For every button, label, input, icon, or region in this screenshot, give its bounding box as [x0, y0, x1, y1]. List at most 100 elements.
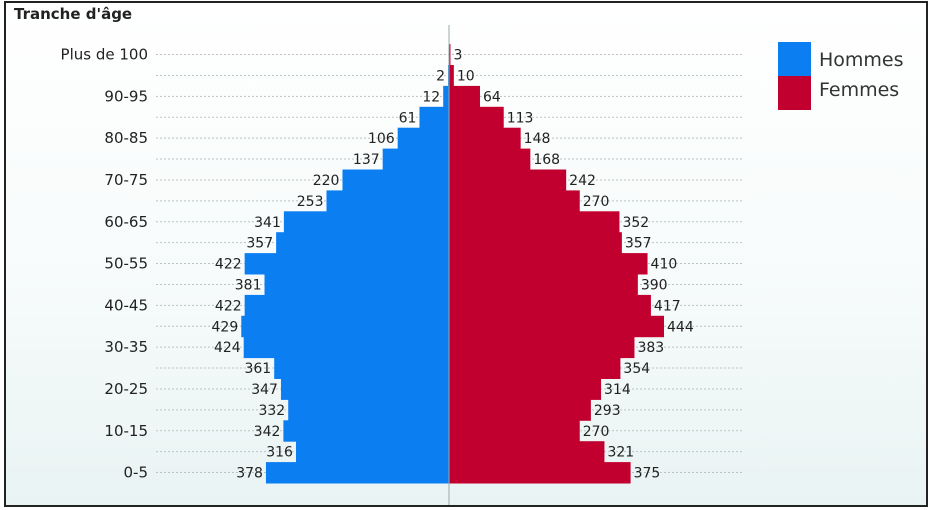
- bar-femmes: [449, 65, 454, 87]
- legend-label-femmes: Femmes: [819, 79, 899, 101]
- data-label-femmes: 375: [634, 466, 661, 482]
- y-tick-label: 20-25: [104, 380, 148, 398]
- bar-hommes: [280, 378, 449, 400]
- data-label-femmes: 148: [524, 131, 551, 147]
- bar-hommes: [241, 315, 449, 338]
- legend-label-hommes: Hommes: [819, 49, 904, 71]
- bar-hommes: [264, 274, 449, 296]
- data-label-hommes: 378: [236, 466, 263, 482]
- data-label-hommes: 429: [212, 319, 239, 335]
- data-label-hommes: 341: [254, 215, 281, 231]
- bar-femmes: [449, 399, 591, 421]
- data-label-hommes: 361: [244, 361, 271, 377]
- bar-hommes: [419, 106, 449, 129]
- legend: Hommes Femmes: [778, 42, 904, 110]
- bar-hommes: [295, 441, 449, 463]
- bar-femmes: [449, 336, 635, 359]
- data-label-hommes: 332: [258, 403, 285, 419]
- y-tick-label: 70-75: [104, 171, 148, 189]
- data-label-hommes: 253: [297, 194, 324, 210]
- data-label-femmes: 10: [457, 68, 475, 84]
- bar-femmes: [449, 211, 620, 233]
- bar-femmes: [449, 190, 580, 212]
- bar-femmes: [449, 232, 622, 254]
- bar-femmes: [449, 253, 648, 275]
- bar-hommes: [276, 232, 449, 254]
- data-label-femmes: 270: [583, 194, 610, 210]
- data-label-hommes: 220: [313, 173, 340, 189]
- data-label-hommes: 316: [266, 445, 293, 461]
- data-label-femmes: 417: [654, 298, 681, 314]
- bar-hommes: [283, 420, 449, 442]
- bar-hommes: [342, 169, 449, 191]
- data-label-femmes: 390: [641, 277, 668, 293]
- data-label-hommes: 342: [254, 424, 281, 440]
- data-label-hommes: 12: [422, 89, 440, 105]
- data-label-femmes: 410: [651, 257, 678, 273]
- data-label-femmes: 293: [594, 403, 621, 419]
- bar-hommes: [397, 127, 449, 150]
- bar-hommes: [265, 462, 449, 484]
- femmes-bars: [449, 44, 664, 484]
- y-tick-label: 90-95: [104, 87, 148, 105]
- bar-femmes: [449, 106, 504, 129]
- data-label-femmes: 270: [583, 424, 610, 440]
- bar-femmes: [449, 357, 621, 379]
- y-tick-label: 30-35: [104, 338, 148, 356]
- data-label-hommes: 381: [235, 277, 262, 293]
- y-tick-label: Plus de 100: [61, 46, 148, 64]
- bar-femmes: [449, 85, 480, 108]
- data-label-hommes: 424: [214, 340, 241, 356]
- bar-femmes: [449, 378, 602, 400]
- chart-title: Tranche d'âge: [14, 5, 132, 23]
- data-label-femmes: 354: [623, 361, 650, 377]
- data-label-femmes: 321: [607, 445, 634, 461]
- legend-swatch-hommes: [778, 42, 811, 76]
- data-label-femmes: 64: [483, 89, 501, 105]
- y-tick-label: 40-45: [104, 296, 148, 314]
- data-label-femmes: 444: [667, 319, 694, 335]
- data-label-hommes: 357: [246, 236, 273, 252]
- data-label-femmes: 314: [604, 382, 631, 398]
- legend-swatch-femmes: [778, 76, 811, 110]
- bar-femmes: [449, 462, 631, 484]
- bar-femmes: [449, 127, 521, 150]
- data-label-hommes: 137: [353, 152, 380, 168]
- bar-femmes: [449, 169, 567, 191]
- data-label-hommes: 61: [399, 110, 417, 126]
- bar-femmes: [449, 420, 580, 442]
- data-label-hommes: 2: [436, 68, 445, 84]
- chart-frame: 378 375 316 321 342 270 332 293 347 314 361 354 424 3…: [4, 1, 928, 507]
- bar-femmes: [449, 274, 638, 296]
- bar-hommes: [244, 253, 449, 275]
- bar-hommes: [283, 211, 449, 233]
- data-label-femmes: 242: [569, 173, 596, 189]
- y-tick-label: 60-65: [104, 213, 148, 231]
- data-label-hommes: 422: [215, 257, 242, 273]
- data-label-hommes: 422: [215, 298, 242, 314]
- data-label-femmes: 168: [533, 152, 560, 168]
- data-label-femmes: 3: [453, 48, 462, 64]
- y-tick-label: 80-85: [104, 129, 148, 147]
- bar-hommes: [443, 85, 449, 108]
- y-tick-label: 0-5: [124, 464, 149, 482]
- bar-femmes: [449, 44, 451, 66]
- data-label-hommes: 347: [251, 382, 278, 398]
- bar-femmes: [449, 441, 605, 463]
- bar-femmes: [449, 294, 651, 317]
- bar-hommes: [326, 190, 449, 212]
- bar-hommes: [288, 399, 449, 421]
- bar-hommes: [274, 357, 449, 379]
- y-tick-label: 50-55: [104, 255, 148, 273]
- hommes-bars: [241, 65, 449, 484]
- bar-hommes: [382, 148, 449, 170]
- bar-femmes: [449, 148, 531, 170]
- bar-hommes: [243, 336, 449, 359]
- bar-femmes: [449, 315, 664, 338]
- data-label-femmes: 352: [622, 215, 649, 231]
- y-tick-label: 10-15: [104, 422, 148, 440]
- y-tick-labels: 0-5 10-15 20-25 30-35 40-45 50-55 60-65 70-75 80…: [61, 46, 148, 482]
- bar-hommes: [244, 294, 449, 317]
